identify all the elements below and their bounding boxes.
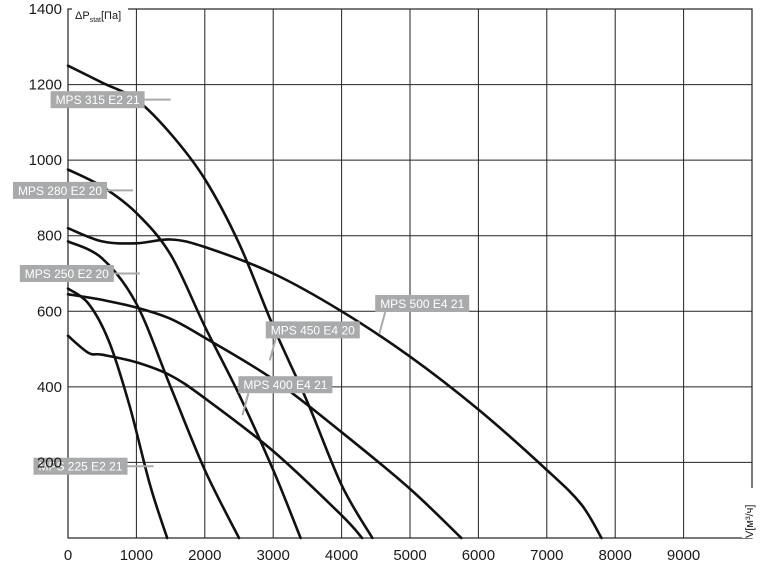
- x-tick-label: 8000: [599, 547, 632, 564]
- label-text: MPS 225 E2 21: [38, 460, 122, 474]
- label-text: MPS 315 E2 21: [56, 93, 140, 107]
- leader-line: [241, 392, 250, 416]
- x-tick-label: 7000: [530, 547, 563, 564]
- x-tick-label: 6000: [462, 547, 495, 564]
- curve-mps-250-e2-20: [66, 240, 241, 540]
- x-tick-label: 5000: [393, 547, 426, 564]
- x-tick-label: 9000: [667, 547, 700, 564]
- curve-label-mps-280-e2-20: MPS 280 E2 20: [12, 181, 133, 199]
- y-tick-label: 400: [37, 379, 62, 396]
- label-text: MPS 500 E4 21: [380, 297, 464, 311]
- label-tag: [265, 321, 360, 339]
- curve-label-mps-450-e4-20: MPS 450 E4 20: [265, 321, 360, 361]
- x-axis-label: V[м³/ч]: [742, 488, 758, 538]
- y-tick-label: 200: [37, 454, 62, 471]
- y-tick-label: 1200: [29, 77, 62, 94]
- label-tag: [375, 294, 470, 312]
- label-tag: [50, 91, 145, 109]
- label-tag: [12, 181, 107, 199]
- grid: [67, 8, 753, 539]
- label-tag: [238, 376, 333, 394]
- x-tick-label: 4000: [325, 547, 358, 564]
- y-tick-label: 600: [37, 303, 62, 320]
- curve-label-mps-400-e4-21: MPS 400 E4 21: [238, 376, 333, 416]
- label-text: MPS 280 E2 20: [18, 184, 102, 198]
- svg-text:ΔPstat[Па]: ΔPstat[Па]: [75, 10, 121, 24]
- curve-label-mps-315-e2-21: MPS 315 E2 21: [50, 91, 171, 109]
- leader-line: [378, 311, 387, 335]
- leader-line: [268, 338, 277, 361]
- svg-text:V[м³/ч]: V[м³/ч]: [744, 505, 756, 538]
- curve-labels: MPS 315 E2 21 MPS 280 E2 20 MPS 250 E2 20 M…: [12, 91, 470, 475]
- curve-mps-225-e2-21: [66, 287, 169, 540]
- y-tick-label: 1000: [29, 152, 62, 169]
- curve-label-mps-225-e2-21: MPS 225 E2 21: [33, 457, 154, 475]
- curve-mps-450-e4-20: [66, 293, 463, 540]
- curve-label-mps-250-e2-20: MPS 250 E2 20: [19, 265, 140, 282]
- label-tag: [33, 457, 128, 475]
- label-text: MPS 250 E2 20: [25, 267, 109, 281]
- curve-label-mps-500-e4-21: MPS 500 E4 21: [375, 294, 470, 335]
- label-tag: [19, 265, 114, 282]
- y-tick-label: 800: [37, 228, 62, 245]
- curve-mps-500-e4-21: [66, 226, 603, 540]
- tick-labels: 0 1000 2000 3000 4000 5000 6000 7000 8000 9000 200…: [29, 1, 701, 564]
- label-text: MPS 450 E4 20: [271, 323, 355, 337]
- label-text: MPS 400 E4 21: [243, 378, 327, 392]
- x-tick-label: 1000: [120, 547, 153, 564]
- x-tick-label: 0: [64, 547, 72, 564]
- y-axis-label: ΔPstat[Па]: [72, 5, 128, 24]
- x-tick-label: 2000: [188, 547, 221, 564]
- y-tick-label: 1400: [29, 1, 62, 18]
- x-tick-label: 3000: [257, 547, 290, 564]
- curve-mps-400-e4-21: [66, 334, 364, 540]
